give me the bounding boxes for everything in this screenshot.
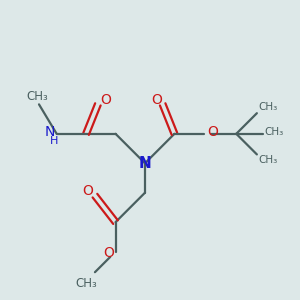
Text: CH₃: CH₃ (27, 91, 48, 103)
Text: CH₃: CH₃ (264, 127, 284, 137)
Text: N: N (139, 156, 152, 171)
Text: CH₃: CH₃ (258, 102, 278, 112)
Text: N: N (45, 125, 55, 139)
Text: O: O (207, 125, 218, 139)
Text: O: O (151, 93, 162, 107)
Text: CH₃: CH₃ (75, 278, 97, 290)
Text: CH₃: CH₃ (258, 155, 278, 165)
Text: O: O (100, 93, 111, 107)
Text: H: H (50, 136, 58, 146)
Text: O: O (103, 246, 114, 260)
Text: O: O (82, 184, 93, 198)
